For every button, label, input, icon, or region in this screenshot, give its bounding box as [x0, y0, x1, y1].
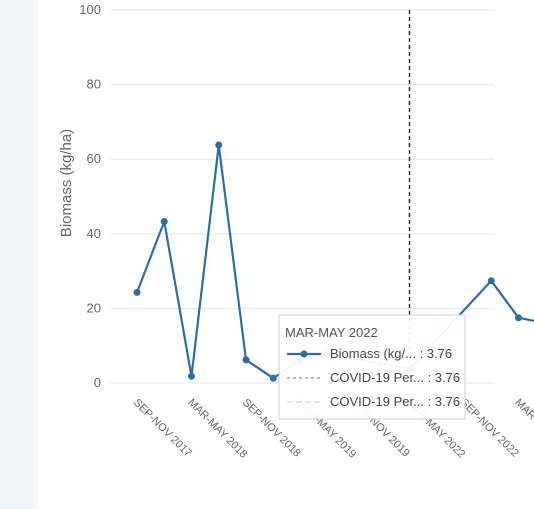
tooltip-row-label: Biomass (kg/... : 3.76 — [330, 346, 452, 361]
y-tick-label: 20 — [87, 300, 101, 315]
x-tick-label: MAR-MAY 2018 — [185, 397, 249, 461]
data-point — [515, 314, 522, 322]
tooltip-title: MAR-MAY 2022 — [285, 325, 378, 340]
y-axis-ticks: 0 20 40 60 80 100 — [79, 2, 101, 390]
grid-lines — [110, 9, 494, 384]
x-tick-label: SEP-NOV 2017 — [131, 397, 194, 460]
y-tick-label: 60 — [87, 151, 101, 166]
y-axis-title: Biomass (kg/ha) — [58, 129, 75, 237]
data-point — [215, 141, 223, 149]
data-point — [269, 374, 277, 382]
y-tick-label: 40 — [87, 226, 101, 241]
y-tick-label: 100 — [79, 2, 101, 17]
data-point — [160, 217, 168, 225]
y-tick-label: 0 — [94, 375, 101, 390]
tooltip-row-label: COVID-19 Per... : 3.76 — [330, 370, 460, 385]
data-point — [188, 372, 195, 380]
data-point — [487, 277, 495, 285]
data-point — [133, 288, 141, 296]
hover-tooltip: MAR-MAY 2022 Biomass (kg/... : 3.76 COVID-… — [278, 314, 466, 420]
y-tick-label: 80 — [87, 77, 101, 92]
tooltip-row-label: COVID-19 Per... : 3.76 — [330, 394, 460, 409]
data-point — [242, 356, 250, 364]
x-tick-label: SEP-NOV 2022 — [458, 397, 521, 460]
tooltip-legend-marker — [300, 350, 308, 358]
